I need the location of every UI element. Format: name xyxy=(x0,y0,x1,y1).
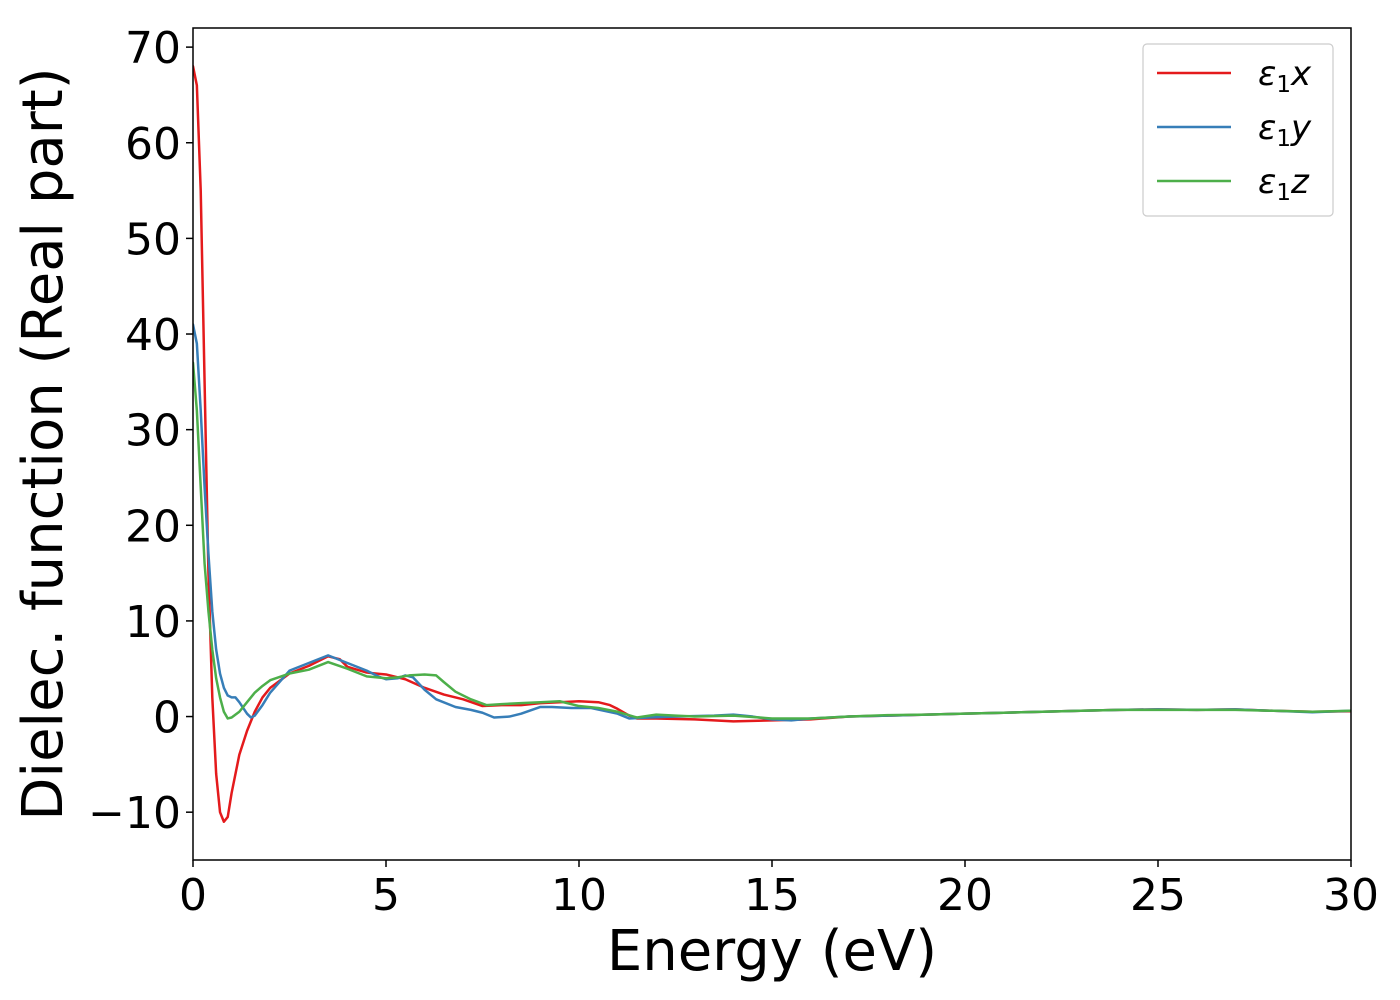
legend-label: ε1z xyxy=(1258,162,1310,206)
y-axis: −10 0 10 20 30 40 50 60 70 xyxy=(88,23,193,839)
y-tick-label: 70 xyxy=(125,23,181,74)
y-tick-label: 40 xyxy=(125,310,181,361)
plot-area xyxy=(193,65,1351,823)
series-line-y xyxy=(193,323,1351,722)
x-tick-label: 0 xyxy=(179,870,207,921)
y-tick-label: −10 xyxy=(88,788,181,839)
y-tick-label: 50 xyxy=(125,214,181,265)
x-axis-label: Energy (eV) xyxy=(607,919,937,984)
y-tick-label: 60 xyxy=(125,119,181,170)
x-tick-label: 25 xyxy=(1130,870,1186,921)
y-tick-label: 10 xyxy=(125,597,181,648)
x-tick-label: 30 xyxy=(1323,870,1379,921)
legend-label: ε1y xyxy=(1258,108,1312,152)
y-axis-label: Dielec. function (Real part) xyxy=(11,67,76,820)
x-tick-label: 10 xyxy=(551,870,607,921)
x-tick-label: 15 xyxy=(744,870,800,921)
series-line-z xyxy=(193,361,1351,720)
x-tick-label: 5 xyxy=(372,870,400,921)
y-tick-label: 20 xyxy=(125,501,181,552)
x-tick-label: 20 xyxy=(937,870,993,921)
x-axis: 0 5 10 15 20 25 30 xyxy=(179,860,1379,921)
legend: ε1x ε1y ε1z xyxy=(1142,43,1334,217)
y-tick-label: 0 xyxy=(153,693,181,744)
y-tick-label: 30 xyxy=(125,406,181,457)
legend-label: ε1x xyxy=(1258,54,1312,98)
legend-box xyxy=(1142,43,1334,217)
